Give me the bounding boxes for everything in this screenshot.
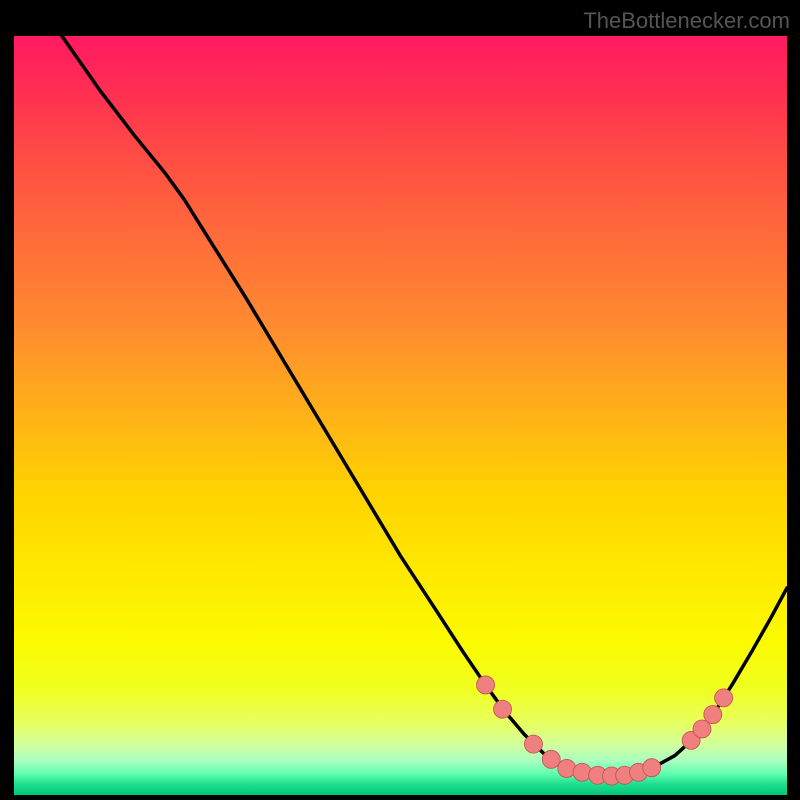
bottleneck-chart [14, 36, 787, 795]
data-marker [494, 700, 512, 718]
data-marker [573, 763, 591, 781]
data-marker [643, 759, 661, 777]
data-marker [542, 750, 560, 768]
data-marker [477, 676, 495, 694]
data-marker [715, 689, 733, 707]
data-marker [558, 759, 576, 777]
data-marker [524, 735, 542, 753]
gradient-background [14, 36, 787, 795]
data-marker [704, 706, 722, 724]
plot-area [14, 36, 787, 795]
attribution-text: TheBottlenecker.com [583, 8, 790, 34]
chart-container: TheBottlenecker.com [0, 0, 800, 800]
